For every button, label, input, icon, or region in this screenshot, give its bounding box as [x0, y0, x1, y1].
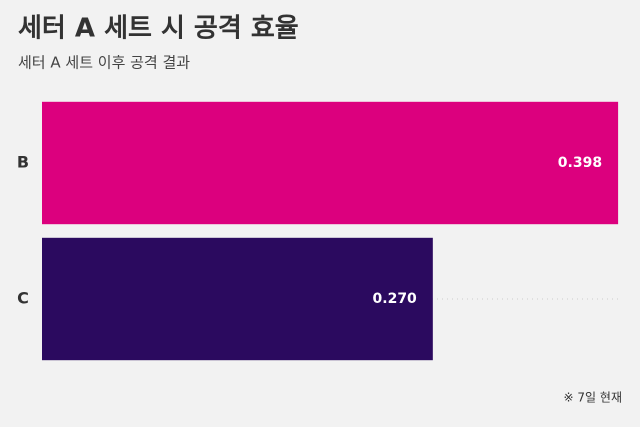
bar	[42, 237, 433, 361]
note: ※ 7일 현재	[564, 391, 622, 405]
value-label: 0.270	[373, 291, 418, 307]
value-label: 0.398	[558, 155, 602, 171]
y-tick-label: B	[17, 153, 29, 172]
bar	[42, 101, 619, 225]
chart-subtitle: 세터 A 세트 이후 공격 결과	[18, 54, 190, 72]
chart-title: 세터 A 세트 시 공격 효율	[18, 14, 299, 44]
y-tick-label: C	[17, 289, 29, 308]
